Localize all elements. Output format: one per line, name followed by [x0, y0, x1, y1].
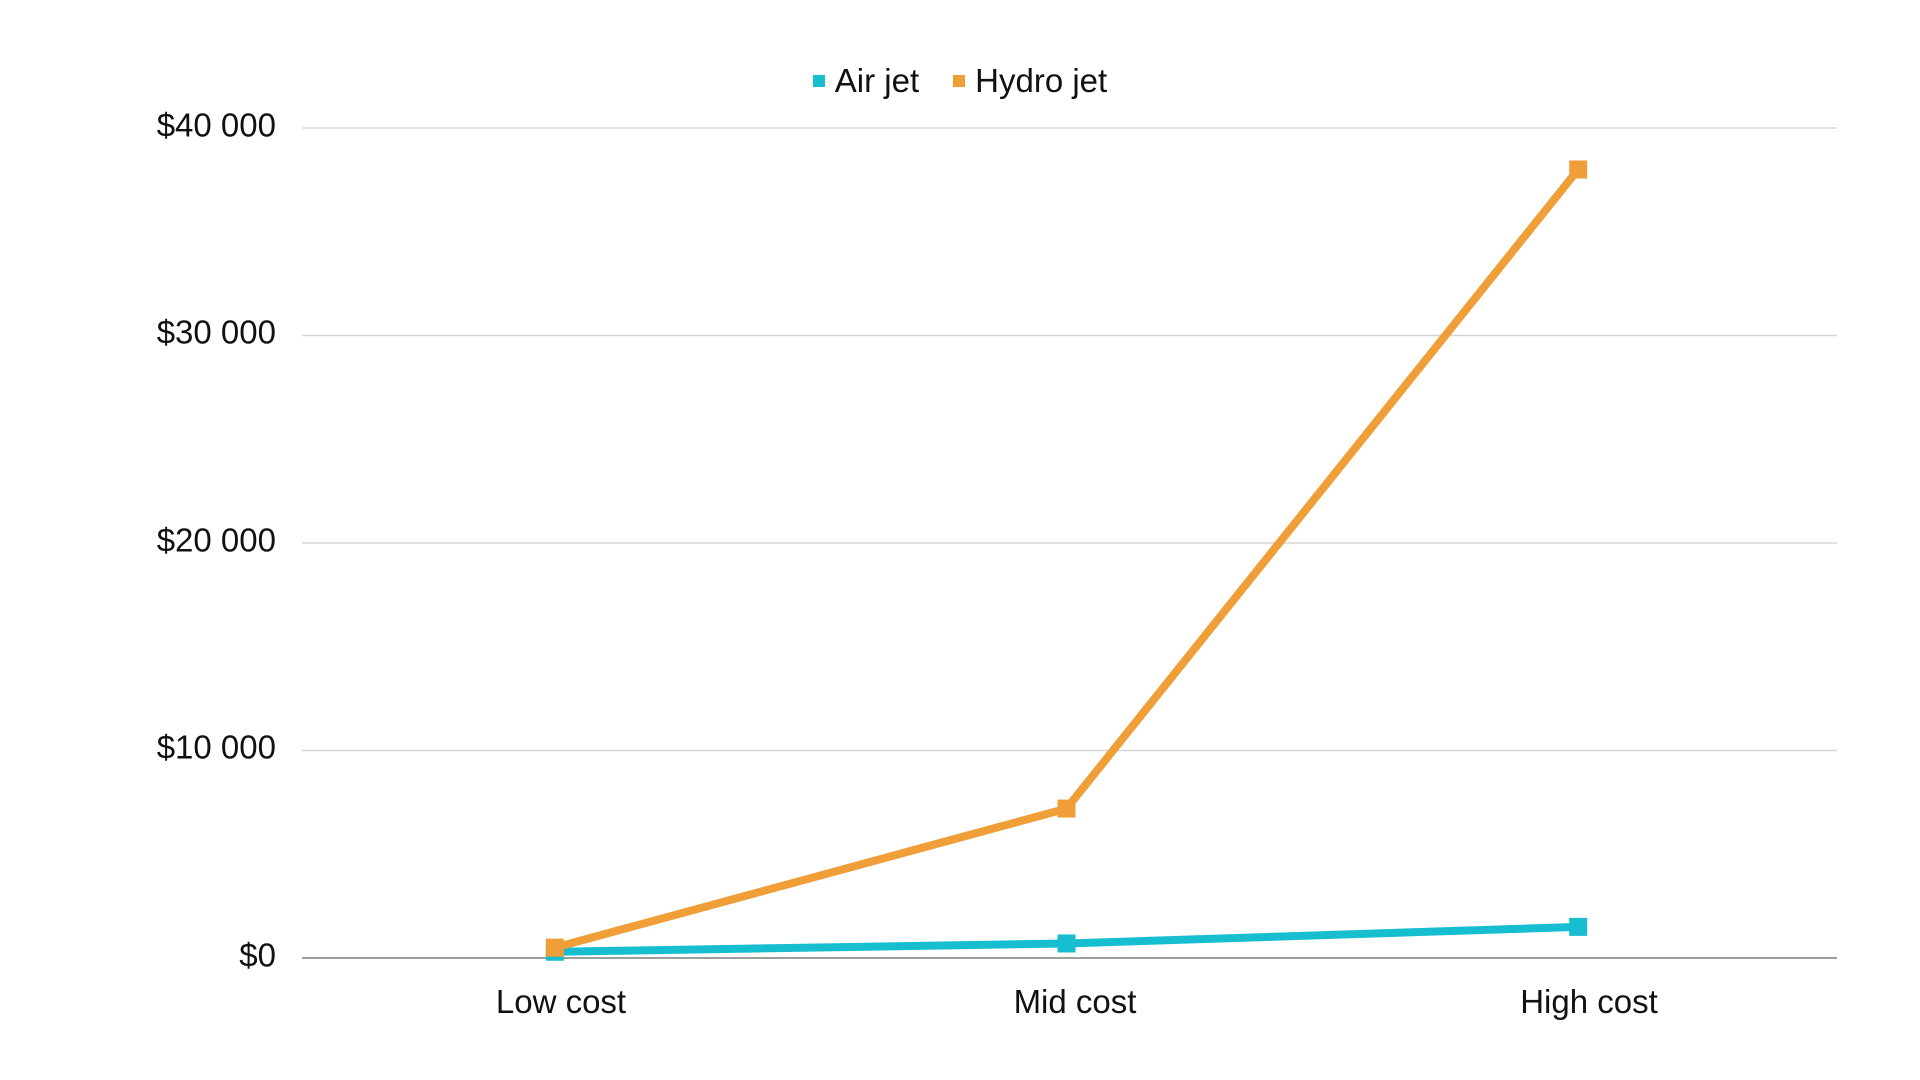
x-tick-label: Mid cost — [1014, 983, 1137, 1020]
x-tick-label: Low cost — [496, 983, 626, 1020]
chart-legend: Air jet Hydro jet — [0, 62, 1920, 100]
data-point-marker-icon[interactable] — [1569, 160, 1588, 179]
series-layer — [545, 160, 1588, 961]
y-axis: $0 $10 000 $20 000 $30 000 $40 000 — [157, 107, 276, 974]
hydro-jet-swatch-icon — [953, 75, 966, 87]
air-jet-swatch-icon — [812, 75, 825, 87]
y-tick-label: $10 000 — [157, 729, 276, 766]
y-tick-label: $30 000 — [157, 314, 276, 351]
legend-label: Air jet — [834, 62, 920, 99]
y-tick-label: $0 — [239, 937, 276, 974]
x-axis: Low cost Mid cost High cost — [496, 983, 1658, 1020]
legend-item-air-jet[interactable]: Air jet — [812, 62, 920, 100]
hydro-jet-line — [553, 167, 1582, 952]
legend-label: Hydro jet — [975, 62, 1108, 99]
series-air-jet — [545, 917, 1588, 961]
y-tick-label: $20 000 — [157, 522, 276, 559]
y-tick-label: $40 000 — [157, 107, 276, 144]
legend-item-hydro-jet[interactable]: Hydro jet — [953, 62, 1107, 100]
gridlines — [302, 127, 1837, 959]
data-point-marker-icon[interactable] — [1057, 799, 1076, 818]
x-tick-label: High cost — [1520, 983, 1658, 1020]
data-point-marker-icon[interactable] — [1569, 917, 1588, 936]
data-point-marker-icon[interactable] — [545, 938, 564, 957]
series-hydro-jet — [545, 160, 1588, 957]
data-point-marker-icon[interactable] — [1057, 934, 1076, 953]
